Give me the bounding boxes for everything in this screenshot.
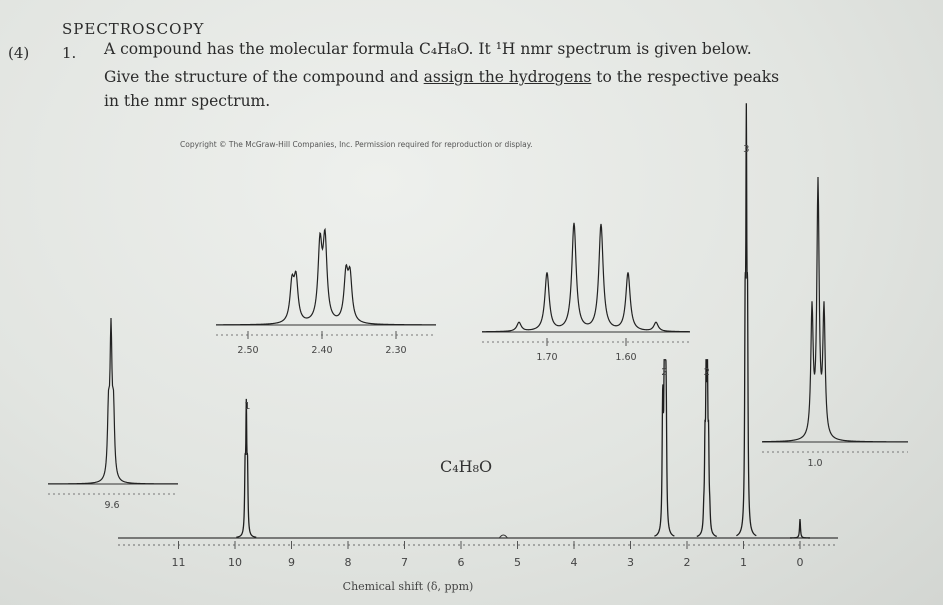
question-line-1: A compound has the molecular formula C₄H… <box>104 40 752 58</box>
question-underlined-text: assign the hydrogens <box>423 68 592 86</box>
inset-label: 9.6 <box>104 500 119 511</box>
inset-tick-label: 2.40 <box>311 345 332 356</box>
question-line-2: Give the structure of the compound and a… <box>104 68 779 86</box>
integration-label: 2 <box>661 367 667 378</box>
x-tick-label: 9 <box>288 556 295 569</box>
nmr-peak <box>236 398 257 538</box>
spectrum-insets: 9.6 2.50 2.40 2.30 1.70 1.60 1.0 <box>48 176 908 511</box>
integration-label: 2 <box>704 367 710 378</box>
x-tick-label: 10 <box>228 556 242 569</box>
inset-trace <box>215 227 436 326</box>
x-tick-label: 4 <box>571 556 578 569</box>
nmr-peak <box>654 359 675 537</box>
question-number: 1. <box>62 44 77 62</box>
x-tick-label: 2 <box>684 556 691 569</box>
x-tick-label: 11 <box>172 556 186 569</box>
x-tick-label: 8 <box>345 556 352 569</box>
nmr-peak <box>696 359 717 538</box>
inset-panel: 9.6 <box>48 318 178 511</box>
spectrum-labels: C₄H₈O Chemical shift (δ, ppm) <box>343 457 492 593</box>
copyright-notice: Copyright © The McGraw-Hill Companies, I… <box>180 140 533 149</box>
inset-trace <box>48 318 178 485</box>
molecular-formula: C₄H₈O <box>440 457 492 476</box>
main-spectrum: 11 10 9 8 7 6 5 4 3 2 1 012 23 <box>118 103 838 569</box>
question-points: (4) <box>8 44 30 62</box>
question-line-3: in the nmr spectrum. <box>104 92 271 110</box>
inset-tick-label: 2.30 <box>385 345 406 356</box>
section-title: SPECTROSCOPY <box>62 20 205 38</box>
inset-panel: 1.0 <box>761 176 908 469</box>
inset-tick-label: 2.50 <box>237 345 258 356</box>
x-tick-label: 5 <box>514 556 521 569</box>
x-tick-label: 1 <box>740 556 747 569</box>
nmr-peak <box>736 103 757 537</box>
nmr-peak <box>790 519 810 539</box>
inset-tick-label: 1.70 <box>536 352 557 363</box>
inset-tick-label: 1.60 <box>615 352 636 363</box>
inset-panel: 2.50 2.40 2.30 <box>215 227 436 356</box>
x-tick-label: 0 <box>797 556 804 569</box>
inset-trace <box>761 176 908 443</box>
integration-label: 3 <box>743 144 749 155</box>
inset-panel: 1.70 1.60 <box>481 222 691 363</box>
integration-label: 1 <box>244 401 250 412</box>
question-line-2-start: Give the structure of the compound and <box>104 68 424 86</box>
inset-label: 1.0 <box>807 458 822 469</box>
impurity-bump <box>498 534 508 539</box>
inset-trace <box>481 222 691 333</box>
x-tick-label: 7 <box>401 556 408 569</box>
x-tick-label: 6 <box>458 556 465 569</box>
x-axis-title: Chemical shift (δ, ppm) <box>343 580 474 593</box>
x-tick-label: 3 <box>627 556 634 569</box>
question-line-2-end: to the respective peaks <box>591 68 780 86</box>
